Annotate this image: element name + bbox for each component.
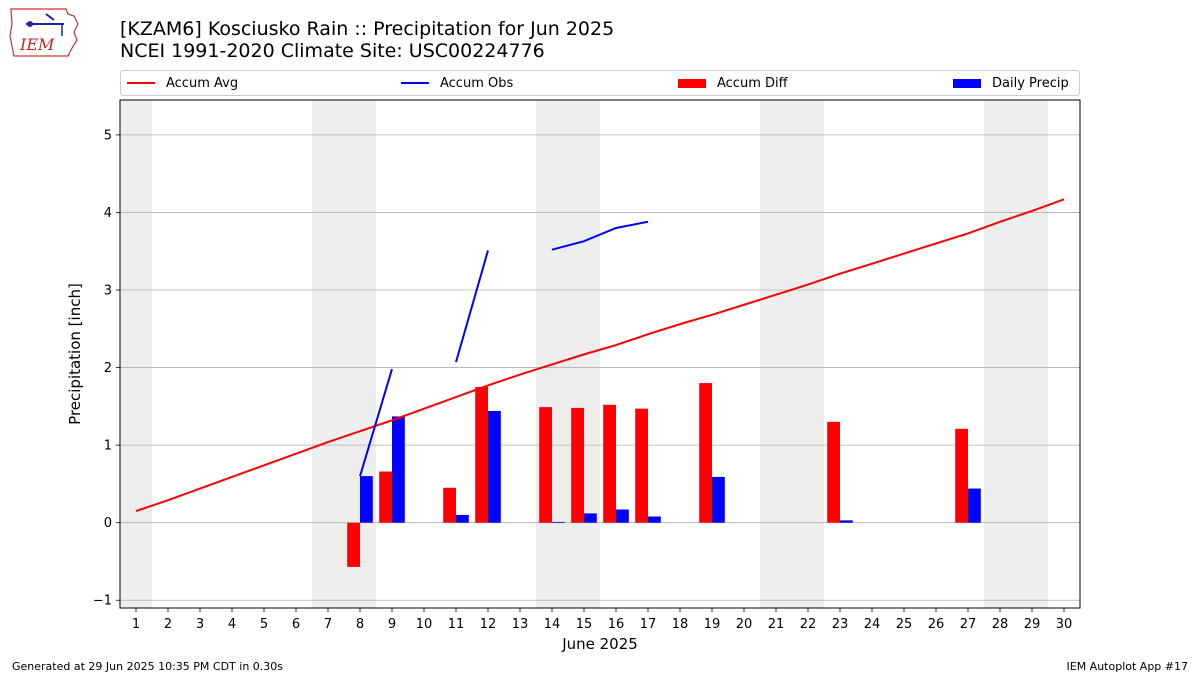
weekend-shade xyxy=(312,100,344,608)
logo-text: IEM xyxy=(19,35,55,54)
chart-title: [KZAM6] Kosciusko Rain :: Precipitation … xyxy=(120,18,615,40)
x-tick-label: 9 xyxy=(388,617,396,632)
legend-label-daily-precip: Daily Precip xyxy=(992,75,1069,91)
x-tick-label: 17 xyxy=(640,617,657,632)
x-tick-label: 13 xyxy=(512,617,529,632)
legend-label-accum-obs: Accum Obs xyxy=(440,75,514,91)
weekend-shade xyxy=(760,100,792,608)
plot-frame xyxy=(119,99,1081,609)
x-tick-label: 10 xyxy=(416,617,433,632)
x-tick-label: 15 xyxy=(576,617,593,632)
app-credit: IEM Autoplot App #17 xyxy=(1066,660,1189,673)
x-tick-label: 26 xyxy=(928,617,945,632)
iem-logo: IEM xyxy=(9,8,79,57)
legend-swatch-accum-avg xyxy=(127,82,155,84)
daily-precip-bar xyxy=(456,514,469,523)
x-tick-label: 18 xyxy=(672,617,689,632)
weekend-shade xyxy=(536,100,568,608)
legend-item-accum-diff: Accum Diff xyxy=(678,71,788,95)
daily-precip-bar xyxy=(648,516,661,523)
daily-precip-bar xyxy=(840,520,853,523)
x-tick-label: 6 xyxy=(292,617,300,632)
legend-swatch-accum-diff xyxy=(678,78,706,88)
weekend-shade xyxy=(792,100,824,608)
x-tick-label: 4 xyxy=(228,617,236,632)
accum-diff-bar xyxy=(827,421,840,523)
x-tick-label: 22 xyxy=(800,617,817,632)
x-axis-label: June 2025 xyxy=(561,635,638,653)
x-tick-label: 14 xyxy=(544,617,561,632)
y-tick-label: 3 xyxy=(104,284,112,299)
x-tick-label: 7 xyxy=(324,617,332,632)
daily-precip-bar xyxy=(392,416,405,523)
legend-item-accum-avg: Accum Avg xyxy=(127,71,238,95)
x-tick-label: 2 xyxy=(164,617,172,632)
accum-diff-bar xyxy=(539,407,552,523)
daily-precip-bar xyxy=(616,509,629,523)
x-tick-label: 30 xyxy=(1056,617,1073,632)
y-tick-label: 1 xyxy=(104,439,112,454)
accum-diff-bar xyxy=(955,428,968,523)
daily-precip-bar xyxy=(584,513,597,523)
daily-precip-bar xyxy=(552,521,565,523)
daily-precip-bar xyxy=(360,476,373,523)
daily-precip-bar xyxy=(712,476,725,523)
x-tick-label: 12 xyxy=(480,617,497,632)
accum-obs-line xyxy=(551,220,649,251)
daily-precip-bar xyxy=(968,488,981,523)
weather-station-icon xyxy=(26,13,64,36)
x-tick-label: 24 xyxy=(864,617,881,632)
accum-diff-bar xyxy=(635,408,648,523)
y-tick-label: −1 xyxy=(93,594,112,609)
x-tick-label: 11 xyxy=(448,617,465,632)
legend-item-daily-precip: Daily Precip xyxy=(953,71,1069,95)
weekend-shade xyxy=(984,100,1016,608)
legend-swatch-daily-precip xyxy=(953,78,981,88)
generated-timestamp: Generated at 29 Jun 2025 10:35 PM CDT in… xyxy=(12,660,284,673)
x-tick-label: 27 xyxy=(960,617,977,632)
x-tick-label: 21 xyxy=(768,617,785,632)
legend: Accum Avg Accum Obs Accum Diff Daily Pre… xyxy=(120,70,1080,96)
weekend-shade xyxy=(120,100,152,608)
x-tick-label: 5 xyxy=(260,617,268,632)
x-tick-label: 23 xyxy=(832,617,849,632)
accum-avg-line xyxy=(135,198,1065,513)
y-tick-label: 4 xyxy=(104,206,112,221)
accum-diff-bar xyxy=(475,386,488,523)
legend-swatch-accum-obs xyxy=(401,82,429,84)
x-tick-label: 16 xyxy=(608,617,625,632)
daily-precip-bar xyxy=(488,411,501,523)
x-tick-label: 25 xyxy=(896,617,913,632)
accum-diff-bar xyxy=(347,522,360,567)
accum-diff-bar xyxy=(443,487,456,523)
y-tick-label: 2 xyxy=(104,361,112,376)
y-tick-label: 0 xyxy=(104,516,112,531)
y-tick-label: 5 xyxy=(104,128,112,143)
x-tick-label: 1 xyxy=(132,617,140,632)
legend-item-accum-obs: Accum Obs xyxy=(401,71,513,95)
accum-diff-bar xyxy=(379,471,392,523)
legend-label-accum-avg: Accum Avg xyxy=(166,75,239,91)
x-tick-label: 3 xyxy=(196,617,204,632)
x-tick-label: 29 xyxy=(1024,617,1041,632)
accum-diff-bar xyxy=(603,404,616,523)
accum-obs-line xyxy=(455,250,489,363)
x-tick-label: 8 xyxy=(356,617,364,632)
legend-label-accum-diff: Accum Diff xyxy=(717,75,788,91)
accum-diff-bar xyxy=(699,383,712,523)
y-axis-label: Precipitation [inch] xyxy=(66,283,84,425)
x-tick-label: 28 xyxy=(992,617,1009,632)
weekend-shade xyxy=(1016,100,1048,608)
accum-diff-bar xyxy=(571,407,584,523)
x-tick-label: 20 xyxy=(736,617,753,632)
x-tick-label: 19 xyxy=(704,617,721,632)
accum-obs-line xyxy=(359,368,393,477)
chart-subtitle: NCEI 1991-2020 Climate Site: USC00224776 xyxy=(120,40,545,62)
